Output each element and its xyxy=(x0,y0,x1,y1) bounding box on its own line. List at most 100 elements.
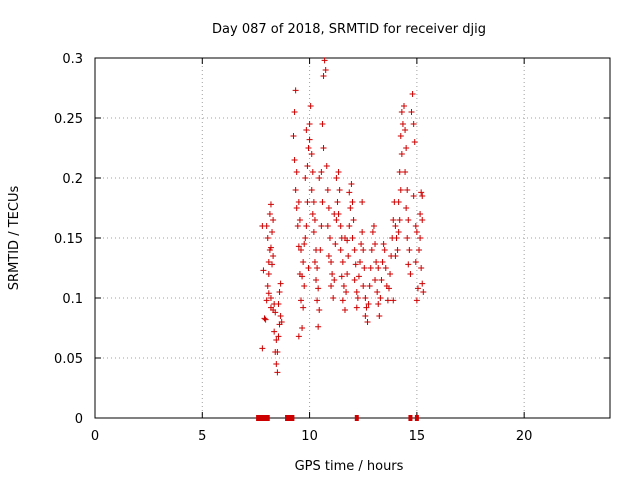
data-point xyxy=(406,247,413,253)
data-point xyxy=(311,217,318,223)
data-point xyxy=(361,265,368,271)
data-point xyxy=(350,217,357,223)
data-point xyxy=(362,313,369,319)
data-point xyxy=(321,57,328,64)
data-point xyxy=(405,261,412,268)
data-points xyxy=(259,57,427,376)
data-point xyxy=(334,199,341,205)
tick-labels: 0 5 10 15 20 0 0.05 0.1 0.15 0.2 0.25 0.3 xyxy=(54,52,532,444)
data-point xyxy=(345,253,352,259)
data-point xyxy=(316,175,323,181)
data-point xyxy=(263,297,270,304)
data-point xyxy=(328,283,335,289)
data-point xyxy=(265,290,272,297)
data-point xyxy=(324,187,331,193)
data-point xyxy=(354,295,361,301)
data-point xyxy=(324,223,331,229)
chart-title: Day 087 of 2018, SRMTID for receiver dji… xyxy=(212,22,486,37)
data-point xyxy=(344,271,351,277)
y-tick-label: 0.05 xyxy=(54,352,83,367)
data-point xyxy=(341,307,348,313)
data-point xyxy=(329,271,336,277)
data-point xyxy=(353,304,360,311)
data-point xyxy=(310,199,317,205)
y-tick-label: 0.3 xyxy=(62,52,83,67)
data-point xyxy=(332,241,339,247)
data-point xyxy=(295,333,302,340)
data-point xyxy=(306,136,313,143)
zero-value-marker xyxy=(288,415,293,421)
data-point xyxy=(412,259,419,265)
data-point xyxy=(381,247,388,253)
data-point xyxy=(313,277,320,283)
data-point xyxy=(300,259,307,265)
data-point xyxy=(362,295,369,301)
data-point xyxy=(269,261,276,268)
data-point xyxy=(402,127,409,133)
data-point xyxy=(376,313,383,319)
data-point xyxy=(274,369,281,376)
data-point xyxy=(292,187,299,193)
y-axis-label: SRMTID / TECUs xyxy=(7,186,22,291)
data-point xyxy=(364,319,371,325)
data-point xyxy=(291,157,298,163)
data-point xyxy=(411,139,418,145)
data-point xyxy=(397,187,404,193)
data-point xyxy=(374,289,381,295)
data-point xyxy=(325,205,332,211)
x-axis-label: GPS time / hours xyxy=(295,459,404,474)
data-point xyxy=(351,277,358,283)
data-point xyxy=(359,199,366,205)
data-point xyxy=(349,199,356,205)
zero-value-marker xyxy=(259,415,264,421)
data-point xyxy=(300,304,307,311)
axis-ticks xyxy=(94,57,610,419)
data-point xyxy=(339,259,346,265)
data-point xyxy=(413,297,420,304)
data-point xyxy=(305,145,312,151)
data-point xyxy=(276,289,283,295)
data-point xyxy=(413,229,420,235)
data-point xyxy=(407,271,414,277)
data-point xyxy=(270,253,277,259)
data-point xyxy=(357,259,364,265)
data-point xyxy=(294,223,301,229)
data-point xyxy=(265,271,272,277)
data-point xyxy=(403,145,410,151)
data-point xyxy=(271,328,278,335)
data-point xyxy=(414,285,421,292)
data-point xyxy=(277,280,284,287)
data-point xyxy=(308,187,315,193)
data-point xyxy=(301,241,308,247)
data-point xyxy=(390,217,397,223)
data-point xyxy=(380,241,387,247)
data-point xyxy=(367,265,374,271)
zero-value-marker xyxy=(265,415,270,421)
grid-lines xyxy=(95,58,610,418)
data-point xyxy=(395,199,402,205)
data-point xyxy=(341,235,348,241)
data-point xyxy=(377,295,384,301)
data-point xyxy=(373,259,380,265)
data-point xyxy=(346,189,353,196)
data-point xyxy=(330,295,337,301)
data-point xyxy=(417,211,424,217)
data-point xyxy=(319,199,326,205)
data-point xyxy=(408,109,415,115)
data-point xyxy=(384,297,391,304)
data-point xyxy=(318,169,325,175)
data-point xyxy=(365,301,372,307)
data-point xyxy=(302,175,309,181)
data-point xyxy=(267,304,274,311)
data-point xyxy=(360,247,367,253)
data-point xyxy=(337,247,344,253)
data-point xyxy=(295,199,302,205)
data-point xyxy=(418,189,425,196)
data-point xyxy=(309,169,316,175)
zero-value-marker xyxy=(262,415,267,421)
data-point xyxy=(320,145,327,151)
data-point xyxy=(299,325,306,331)
data-point xyxy=(267,244,274,251)
data-point xyxy=(369,229,376,235)
